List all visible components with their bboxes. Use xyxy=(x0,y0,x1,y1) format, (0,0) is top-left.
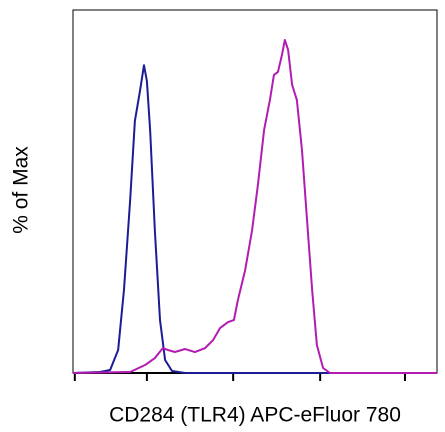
plot-frame xyxy=(72,9,438,374)
histogram-line xyxy=(72,64,437,374)
x-axis-label: CD284 (TLR4) APC-eFluor 780 xyxy=(109,404,401,427)
histogram-line xyxy=(72,38,437,374)
y-axis-label: % of Max xyxy=(10,146,33,234)
